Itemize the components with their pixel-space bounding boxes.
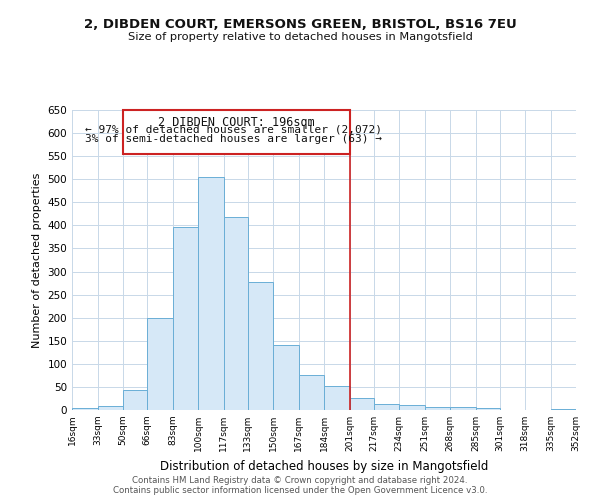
Bar bbox=[299, 375, 324, 410]
X-axis label: Distribution of detached houses by size in Mangotsfield: Distribution of detached houses by size … bbox=[160, 460, 488, 472]
Bar bbox=[349, 398, 373, 410]
Bar bbox=[425, 407, 450, 410]
Text: 2, DIBDEN COURT, EMERSONS GREEN, BRISTOL, BS16 7EU: 2, DIBDEN COURT, EMERSONS GREEN, BRISTOL… bbox=[83, 18, 517, 30]
Text: 2 DIBDEN COURT: 196sqm: 2 DIBDEN COURT: 196sqm bbox=[158, 116, 314, 128]
Text: Size of property relative to detached houses in Mangotsfield: Size of property relative to detached ho… bbox=[128, 32, 472, 42]
Bar bbox=[72, 408, 97, 410]
Bar bbox=[123, 110, 349, 154]
Bar bbox=[198, 177, 223, 410]
Text: Contains HM Land Registry data © Crown copyright and database right 2024.: Contains HM Land Registry data © Crown c… bbox=[132, 476, 468, 485]
Bar bbox=[373, 404, 399, 410]
Text: ← 97% of detached houses are smaller (2,072): ← 97% of detached houses are smaller (2,… bbox=[85, 125, 382, 135]
Bar bbox=[123, 390, 147, 410]
Bar bbox=[399, 406, 425, 410]
Y-axis label: Number of detached properties: Number of detached properties bbox=[32, 172, 42, 348]
Bar bbox=[223, 217, 248, 410]
Bar bbox=[450, 407, 476, 410]
Bar bbox=[147, 318, 173, 410]
Text: Contains public sector information licensed under the Open Government Licence v3: Contains public sector information licen… bbox=[113, 486, 487, 495]
Bar bbox=[476, 408, 499, 410]
Text: 3% of semi-detached houses are larger (63) →: 3% of semi-detached houses are larger (6… bbox=[85, 134, 382, 144]
Bar bbox=[248, 282, 273, 410]
Bar bbox=[551, 408, 576, 410]
Bar bbox=[173, 227, 198, 410]
Bar bbox=[97, 406, 123, 410]
Bar bbox=[273, 346, 299, 410]
Bar bbox=[324, 386, 349, 410]
